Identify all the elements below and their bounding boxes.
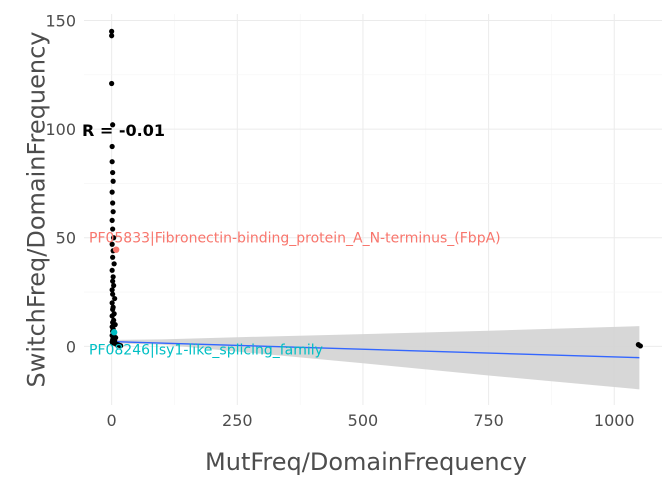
data-point bbox=[110, 178, 116, 184]
y-tick-label: 50 bbox=[56, 229, 76, 248]
data-point bbox=[109, 313, 115, 319]
highlight-label: PF08246|Isy1-like_splicing_family bbox=[89, 343, 323, 359]
x-axis-title: MutFreq/DomainFrequency bbox=[205, 448, 527, 476]
data-point bbox=[110, 122, 116, 128]
x-tick-label: 750 bbox=[473, 411, 504, 430]
confidence-band bbox=[111, 326, 640, 390]
correlation-label: R = -0.01 bbox=[82, 121, 165, 140]
data-point bbox=[109, 217, 115, 223]
points bbox=[109, 28, 643, 349]
x-tick-label: 1000 bbox=[594, 411, 635, 430]
data-point bbox=[111, 261, 117, 267]
x-tick-labels: 0 250 500 750 1000 bbox=[107, 411, 635, 430]
data-point bbox=[109, 143, 115, 150]
data-point bbox=[109, 80, 115, 87]
data-point bbox=[112, 295, 118, 302]
data-point bbox=[110, 226, 116, 232]
data-point bbox=[109, 28, 115, 34]
x-tick-label: 0 bbox=[107, 411, 117, 430]
y-tick-label: 100 bbox=[45, 120, 76, 139]
data-point bbox=[109, 287, 115, 293]
data-point bbox=[109, 267, 115, 273]
fit-line bbox=[111, 340, 640, 359]
y-tick-label: 150 bbox=[45, 12, 76, 31]
data-point bbox=[109, 159, 115, 165]
x-tick-label: 500 bbox=[348, 411, 379, 430]
data-point bbox=[110, 291, 116, 297]
data-point bbox=[118, 343, 124, 349]
data-point bbox=[110, 278, 116, 284]
data-point bbox=[637, 343, 643, 349]
y-axis-title: SwitchFreq/DomainFrequency bbox=[22, 32, 50, 388]
y-tick-label: 0 bbox=[66, 337, 76, 356]
data-point bbox=[110, 254, 116, 260]
data-point bbox=[109, 241, 115, 247]
data-point bbox=[109, 33, 115, 39]
data-point bbox=[109, 300, 115, 306]
data-point bbox=[109, 189, 115, 195]
data-point bbox=[110, 306, 116, 313]
highlight-label: PF05833|Fibronectin-binding_protein_A_N-… bbox=[89, 231, 501, 247]
annotations: PF05833|Fibronectin-binding_protein_A_N-… bbox=[89, 231, 501, 359]
data-point bbox=[111, 282, 117, 289]
data-point bbox=[111, 235, 117, 241]
data-point bbox=[110, 169, 116, 176]
highlighted-point bbox=[112, 246, 120, 253]
data-point bbox=[110, 274, 116, 280]
data-point bbox=[110, 200, 116, 206]
highlighted-point bbox=[110, 329, 118, 336]
data-point bbox=[110, 209, 116, 215]
x-tick-label: 250 bbox=[222, 411, 253, 430]
y-tick-labels: 0 50 100 150 bbox=[45, 12, 76, 357]
highlighted-points bbox=[110, 246, 120, 336]
